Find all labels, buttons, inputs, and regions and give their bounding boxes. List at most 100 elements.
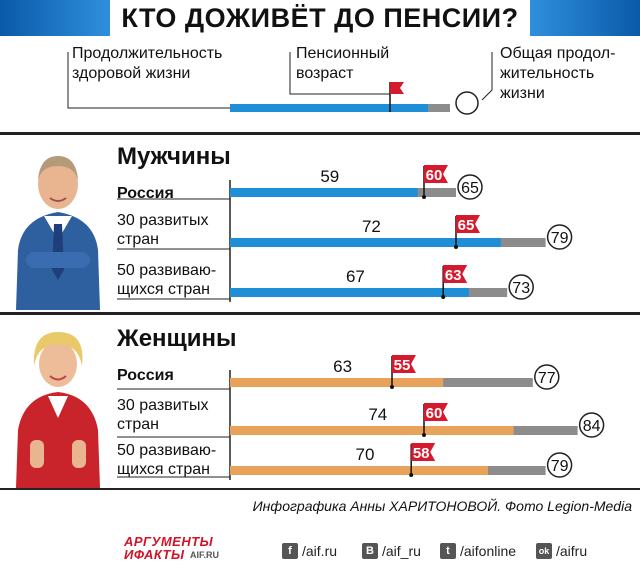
legend-total-label: Общая продол- жительность жизни — [500, 44, 615, 104]
women-value-healthy-1: 74 — [368, 405, 387, 424]
men-flag-dot-1 — [454, 245, 458, 249]
page-title: КТО ДОЖИВЁТ ДО ПЕНСИИ? — [110, 0, 530, 36]
row-label-women-developed: 30 развитых стран — [117, 396, 208, 434]
social-odnoklassniki[interactable]: ok /aifru — [536, 542, 587, 560]
women-value-pension-2: 58 — [413, 445, 430, 462]
women-circle-total-2 — [546, 452, 573, 478]
women-flag-dot-2 — [409, 473, 414, 477]
row-label-women-developed-line1: 30 развитых — [117, 397, 209, 414]
row-label-men-developed-line2: стран — [117, 231, 159, 248]
row-label-men-developed: 30 развитых стран — [117, 211, 208, 249]
legend-healthy-line1: Продолжительность — [72, 45, 223, 62]
legend-pension-line2: возраст — [296, 65, 354, 82]
legend-total-line2: жительность — [500, 65, 595, 82]
women-bar-healthy-0 — [230, 378, 444, 387]
row-label-men-developing-line1: 50 развиваю- — [117, 262, 217, 279]
men-flag-2 — [443, 265, 468, 283]
legend-healthy-label: Продолжительность здоровой жизни — [72, 44, 222, 84]
row-label-men-developing-line2: щихся стран — [117, 281, 210, 298]
women-flag-1 — [424, 403, 448, 421]
men-flag-1 — [456, 215, 480, 233]
odnoklassniki-icon: ok — [536, 543, 552, 559]
row-label-women-developed-line2: стран — [117, 416, 159, 433]
men-value-pension-1: 65 — [458, 217, 475, 234]
woman-photo — [16, 332, 100, 488]
facebook-icon: f — [282, 543, 298, 559]
social-twitter[interactable]: t /aifonline — [440, 542, 516, 560]
women-bar-total-1 — [230, 426, 578, 435]
row-label-women-developing: 50 развиваю- щихся стран — [117, 441, 216, 479]
man-photo — [16, 156, 100, 310]
men-value-healthy-2: 67 — [346, 267, 365, 286]
women-flag-dot-0 — [390, 385, 394, 389]
legend-total-line1: Общая продол- — [500, 45, 616, 62]
aif-logo[interactable]: АРГУМЕНТЫ ИФАКТЫ AIF.RU — [124, 534, 254, 562]
section-title-men: Мужчины — [117, 143, 231, 170]
social-facebook-text: /aif.ru — [302, 543, 338, 559]
divider-bottom — [0, 488, 640, 490]
women-value-total-0: 77 — [538, 370, 556, 387]
women-circle-total-0 — [534, 364, 560, 390]
title-band: КТО ДОЖИВЁТ ДО ПЕНСИИ? — [0, 0, 640, 36]
men-bar-total-0 — [230, 188, 456, 197]
row-label-men-developing: 50 развиваю- щихся стран — [117, 261, 216, 299]
vk-icon: B — [362, 543, 378, 559]
men-flag-dot-0 — [422, 195, 426, 199]
men-bar-total-2 — [230, 288, 508, 297]
men-bar-healthy-2 — [230, 288, 469, 297]
women-value-pension-1: 60 — [426, 405, 443, 422]
social-twitter-text: /aifonline — [460, 543, 517, 559]
footer: АРГУМЕНТЫ ИФАКТЫ AIF.RU f /aif.ru B /aif… — [0, 530, 640, 567]
men-value-pension-0: 60 — [426, 167, 443, 184]
men-circle-total-2 — [508, 274, 534, 300]
twitter-icon: t — [440, 543, 456, 559]
legend: Продолжительность здоровой жизни Пенсион… — [0, 36, 640, 136]
men-flag-0 — [424, 165, 448, 183]
social-vk-text: /aif_ru — [382, 543, 421, 559]
women-bar-total-2 — [230, 466, 546, 475]
women-bar-healthy-1 — [230, 426, 514, 435]
women-flag-dot-1 — [422, 433, 426, 437]
women-value-total-1: 84 — [583, 418, 601, 435]
logo-line2: ИФАКТЫ — [124, 547, 185, 562]
men-value-total-1: 79 — [551, 230, 569, 247]
social-facebook[interactable]: f /aif.ru — [282, 542, 337, 560]
men-value-healthy-1: 72 — [362, 217, 381, 236]
social-odnoklassniki-text: /aifru — [556, 543, 588, 559]
men-bar-total-1 — [230, 238, 546, 247]
title-decoration-left — [0, 0, 110, 36]
credit-line: Инфографика Анны ХАРИТОНОВОЙ. Фото Legio… — [252, 498, 632, 514]
men-bar-healthy-1 — [230, 238, 501, 247]
social-vk[interactable]: B /aif_ru — [362, 542, 421, 560]
divider-middle — [0, 312, 640, 315]
legend-total-line3: жизни — [500, 85, 545, 102]
women-value-pension-0: 55 — [394, 357, 411, 374]
legend-pension-line1: Пенсионный — [296, 45, 390, 62]
women-value-total-2: 79 — [551, 458, 569, 475]
divider-top — [0, 132, 640, 135]
men-circle-total-0 — [457, 174, 483, 200]
section-title-women: Женщины — [117, 325, 237, 352]
legend-pension-label: Пенсионный возраст — [296, 44, 389, 84]
women-bar-total-0 — [230, 378, 533, 387]
row-label-women-developing-line2: щихся стран — [117, 461, 210, 478]
women-value-healthy-0: 63 — [333, 357, 352, 376]
men-flag-dot-2 — [441, 295, 446, 299]
row-label-women-russia: Россия — [117, 367, 174, 384]
women-flag-2 — [411, 443, 436, 461]
row-label-men-developed-line1: 30 развитых — [117, 212, 209, 229]
row-label-women-developing-line1: 50 развиваю- — [117, 442, 217, 459]
women-bar-healthy-2 — [230, 466, 488, 475]
women-flag-0 — [392, 355, 416, 373]
women-value-healthy-2: 70 — [356, 445, 375, 464]
title-decoration-right — [530, 0, 640, 36]
logo-url: AIF.RU — [190, 550, 219, 560]
legend-healthy-line2: здоровой жизни — [72, 65, 191, 82]
row-label-men-russia: Россия — [117, 185, 174, 202]
men-value-total-0: 65 — [461, 180, 479, 197]
men-circle-total-1 — [546, 224, 573, 250]
men-value-healthy-0: 59 — [320, 167, 339, 186]
men-value-total-2: 73 — [512, 280, 530, 297]
logo-line1: АРГУМЕНТЫ — [124, 534, 214, 549]
women-circle-total-1 — [578, 412, 605, 438]
